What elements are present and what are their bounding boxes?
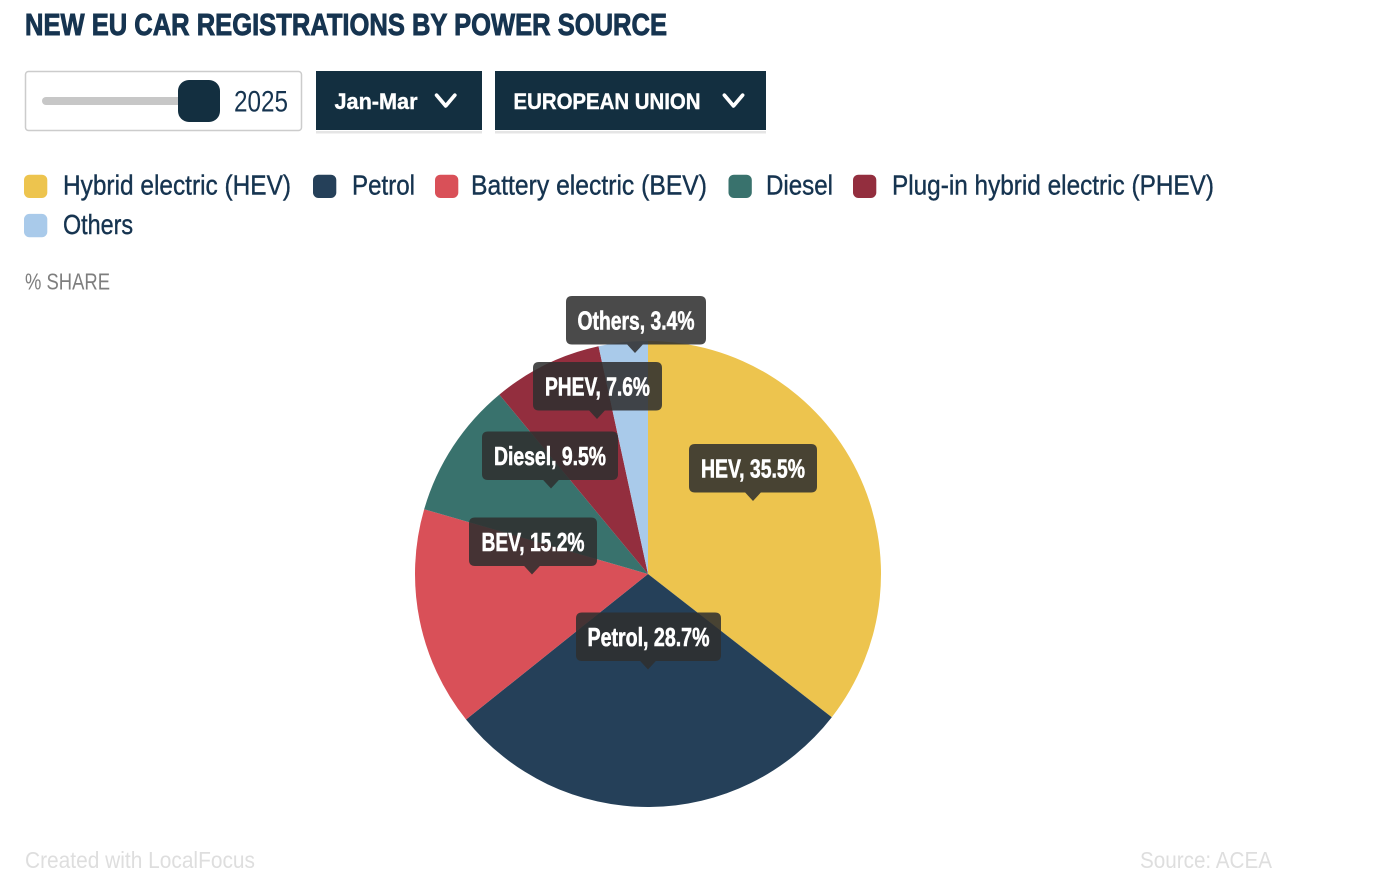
svg-text:BEV, 15.2%: BEV, 15.2%	[482, 527, 585, 557]
svg-text:Jan-Mar: Jan-Mar	[335, 89, 418, 114]
svg-text:% SHARE: % SHARE	[25, 268, 110, 294]
svg-text:NEW EU CAR REGISTRATIONS BY PO: NEW EU CAR REGISTRATIONS BY POWER SOURCE	[25, 7, 667, 42]
svg-text:Petrol, 28.7%: Petrol, 28.7%	[588, 622, 710, 652]
svg-text:Others, 3.4%: Others, 3.4%	[578, 306, 695, 336]
svg-text:Hybrid electric (HEV): Hybrid electric (HEV)	[63, 170, 291, 201]
svg-text:EUROPEAN UNION: EUROPEAN UNION	[514, 89, 701, 114]
svg-text:Plug-in hybrid electric (PHEV): Plug-in hybrid electric (PHEV)	[892, 170, 1214, 201]
svg-text:Source: ACEA: Source: ACEA	[1140, 847, 1272, 873]
svg-text:Diesel, 9.5%: Diesel, 9.5%	[494, 441, 606, 471]
svg-text:Diesel: Diesel	[766, 170, 833, 201]
svg-text:Others: Others	[63, 209, 133, 240]
svg-text:Petrol: Petrol	[352, 170, 415, 201]
svg-text:2025: 2025	[234, 86, 288, 119]
svg-text:Battery electric (BEV): Battery electric (BEV)	[471, 170, 707, 201]
svg-text:HEV, 35.5%: HEV, 35.5%	[701, 454, 805, 484]
svg-text:Created with LocalFocus: Created with LocalFocus	[25, 847, 255, 873]
svg-text:PHEV, 7.6%: PHEV, 7.6%	[545, 372, 650, 402]
